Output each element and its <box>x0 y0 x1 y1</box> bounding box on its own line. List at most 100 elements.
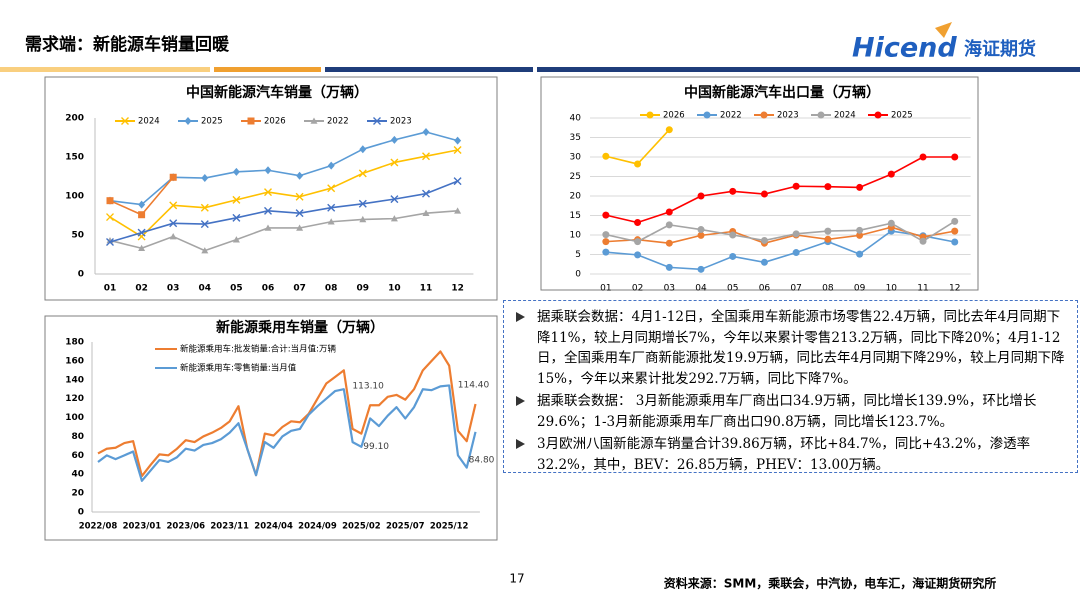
series-line <box>605 220 956 243</box>
marker <box>792 182 800 190</box>
bullet-text: 3月欧洲八国新能源车销量合计39.86万辆，环比+84.7%，同比+43.2%，… <box>537 436 1031 473</box>
marker <box>792 249 800 257</box>
y-tick-label: 20 <box>570 192 582 202</box>
marker <box>919 153 927 161</box>
marker <box>295 209 304 218</box>
logo-mark <box>935 22 952 38</box>
y-tick-label: 10 <box>570 231 582 241</box>
marker <box>296 224 304 231</box>
marker <box>665 126 673 134</box>
marker <box>422 128 430 137</box>
x-tick-label: 01 <box>600 284 611 294</box>
marker <box>327 184 336 193</box>
marker <box>951 153 959 161</box>
y-tick-label: 200 <box>65 114 84 124</box>
series-line <box>109 176 174 216</box>
x-tick-label: 11 <box>420 284 433 294</box>
legend-label: 2022 <box>327 117 349 127</box>
x-tick-label: 03 <box>167 284 180 294</box>
marker <box>359 145 367 154</box>
marker <box>232 213 241 222</box>
bullet-text: 据乘联会数据：4月1-12日，全国乘用车新能源市场零售22.4万辆，同比去年4月… <box>537 309 1065 387</box>
x-tick-label: 01 <box>104 284 117 294</box>
marker <box>422 189 430 198</box>
marker <box>856 250 864 258</box>
marker <box>264 166 272 175</box>
x-tick-label: 12 <box>949 284 960 294</box>
marker <box>106 213 114 222</box>
y-tick-label: 100 <box>65 413 84 423</box>
marker <box>634 238 642 246</box>
series-line <box>109 131 458 206</box>
legend-label: 2025 <box>891 111 913 121</box>
legend-label: 新能源乘用车:批发销量:合计:当月值:万辆 <box>180 344 336 355</box>
header-band <box>325 67 533 72</box>
marker <box>951 217 959 225</box>
chart-frame <box>44 76 498 301</box>
x-tick-label: 2023/01 <box>123 522 162 532</box>
marker <box>169 173 177 181</box>
x-tick-label: 09 <box>854 284 866 294</box>
legend-label: 2025 <box>201 117 223 127</box>
y-tick-label: 120 <box>65 394 84 404</box>
marker <box>327 161 335 170</box>
legend-label: 2026 <box>264 117 286 127</box>
marker <box>200 220 209 229</box>
bullet-arrow <box>516 439 525 449</box>
x-tick-label: 2025/02 <box>342 522 381 532</box>
marker <box>390 158 399 167</box>
marker <box>138 244 146 252</box>
bullet-text: 据乘联会数据： 3月新能源乘用车厂商出口34.9万辆，同比增长139.9%，环比… <box>537 393 1037 430</box>
x-tick-label: 02 <box>632 284 643 294</box>
marker <box>697 231 705 239</box>
x-tick-label: 2023/06 <box>166 522 205 532</box>
y-tick-label: 160 <box>65 356 84 366</box>
marker <box>602 238 610 246</box>
series-line <box>605 226 955 244</box>
x-tick-label: 07 <box>790 284 801 294</box>
bullet-arrow <box>516 312 525 322</box>
bullet: 据乘联会数据：4月1-12日，全国乘用车新能源市场零售22.4万辆，同比去年4月… <box>504 307 1067 389</box>
x-tick-label: 06 <box>262 284 275 294</box>
y-tick-label: 20 <box>71 489 84 499</box>
y-tick-label: 25 <box>570 172 581 182</box>
y-tick-label: 35 <box>570 133 581 143</box>
marker <box>602 231 610 239</box>
y-tick-label: 30 <box>570 153 582 163</box>
data-label: 99.10 <box>363 442 389 452</box>
marker <box>454 207 462 214</box>
bullet-box: 据乘联会数据：4月1-12日，全国乘用车新能源市场零售22.4万辆，同比去年4月… <box>503 300 1078 473</box>
y-tick-label: 0 <box>78 508 84 518</box>
x-tick-label: 07 <box>293 284 306 294</box>
series-line <box>109 180 458 243</box>
x-tick-label: 04 <box>199 284 212 294</box>
y-tick-label: 0 <box>78 270 84 280</box>
marker <box>106 197 114 205</box>
legend-marker <box>373 117 381 125</box>
marker <box>358 199 367 208</box>
x-tick-label: 06 <box>759 284 771 294</box>
marker <box>665 239 673 247</box>
marker <box>422 152 430 161</box>
marker <box>390 195 399 204</box>
legend-label: 2023 <box>777 111 799 121</box>
legend-marker <box>310 117 318 124</box>
legend-marker <box>184 117 192 125</box>
marker <box>697 226 705 234</box>
logo-cn: 海证期货 <box>964 38 1036 60</box>
marker <box>453 177 462 186</box>
y-tick-label: 60 <box>71 451 84 461</box>
legend-label: 2024 <box>834 111 856 121</box>
legend-marker <box>874 111 882 119</box>
marker <box>264 224 272 231</box>
marker <box>760 190 768 198</box>
x-tick-label: 02 <box>135 284 148 294</box>
marker <box>138 200 146 209</box>
marker <box>665 263 673 271</box>
header-band <box>0 67 210 72</box>
x-tick-label: 2024/09 <box>298 522 337 532</box>
marker <box>453 145 462 154</box>
marker <box>824 183 832 191</box>
marker <box>200 203 209 212</box>
